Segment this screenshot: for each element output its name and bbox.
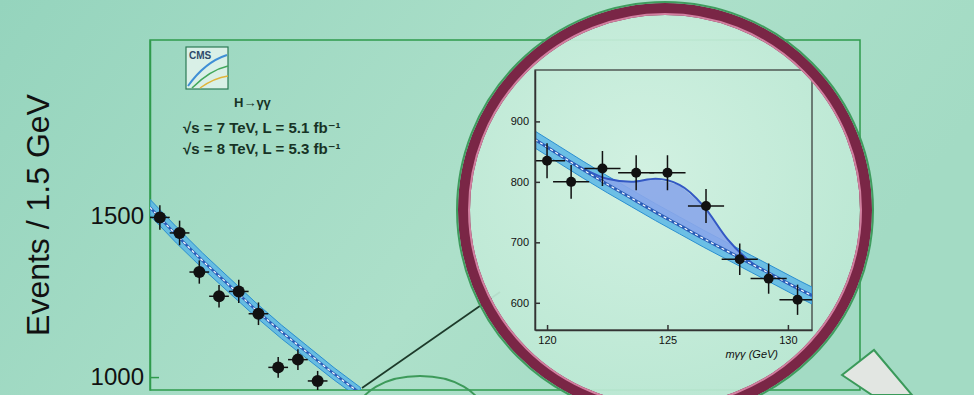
zoom-circle [358, 376, 482, 395]
tick-label: 700 [511, 236, 529, 248]
tick: 120 [538, 325, 556, 346]
inset-plot-area [535, 131, 812, 315]
lens-rim-inner [469, 14, 861, 395]
signal-area [535, 140, 812, 296]
tick: 600 [511, 297, 540, 309]
tick: 1500 [91, 202, 159, 229]
data-point [566, 177, 576, 187]
tick: 125 [659, 325, 677, 346]
annotation: √s = 8 TeV, L = 5.3 fb⁻¹ [183, 140, 341, 157]
data-point [793, 295, 803, 305]
tick-mark [535, 121, 540, 123]
inset-y-axis: 600 700 800 900 [511, 71, 540, 331]
tick: 130 [779, 325, 797, 346]
tick: 1000 [91, 363, 159, 390]
inset-frame [535, 70, 812, 330]
tick-mark [788, 325, 790, 330]
axis-line [536, 330, 813, 332]
data-point [233, 285, 245, 297]
data-point [292, 354, 304, 366]
data-point [272, 361, 284, 373]
chart-container: 1000 1500 Events / 1.5 GeV CMS H→γγ √s = 7 Te… [0, 0, 974, 395]
data-point [662, 168, 672, 178]
inset-x-axis: 120 125 130 [536, 325, 813, 346]
fit-band [150, 199, 360, 390]
lens-content [529, 70, 816, 330]
zoom-connector [362, 292, 500, 388]
tick-label: 1500 [91, 202, 144, 229]
tick-mark [535, 182, 540, 184]
chart-title: H→γγ [234, 95, 272, 110]
axis-line [535, 71, 537, 331]
data-point [193, 266, 205, 278]
logo-text: CMS [189, 50, 212, 61]
tick-label: 900 [511, 115, 529, 127]
lens-rim [464, 9, 866, 395]
x-axis-title: mγγ (GeV) [725, 348, 778, 360]
tick-mark [535, 303, 540, 305]
data-point [174, 227, 186, 239]
data-point [154, 211, 166, 223]
data-point [542, 156, 552, 166]
data-point [701, 201, 711, 211]
lens-handle [842, 350, 912, 395]
fit-line-dash [535, 140, 812, 296]
tick-mark [547, 325, 549, 330]
logo-arc [192, 66, 228, 88]
tick-label: 600 [511, 297, 529, 309]
fit-line-dash [150, 207, 360, 390]
data-point [252, 308, 264, 320]
chart-svg: 1000 1500 Events / 1.5 GeV CMS H→γγ √s = 7 Te… [0, 0, 974, 395]
tick: 900 [511, 115, 540, 127]
data-point [735, 254, 745, 264]
data-point [764, 274, 774, 284]
data-point [597, 164, 607, 174]
lens-glass [470, 15, 860, 395]
y-axis: 1000 1500 [91, 41, 159, 391]
tick-mark [150, 377, 159, 379]
fit-line [535, 140, 812, 296]
logo: CMS [186, 47, 228, 89]
tick-mark [667, 325, 669, 330]
lens-rim-outer [457, 2, 873, 395]
data-point [631, 168, 641, 178]
data-point [213, 290, 225, 302]
tick-mark [535, 242, 540, 244]
annotation: √s = 7 TeV, L = 5.1 fb⁻¹ [183, 119, 341, 136]
tick-label: 120 [538, 334, 556, 346]
tick: 800 [511, 176, 540, 188]
fit-line [150, 207, 360, 390]
tick-label: 800 [511, 176, 529, 188]
fit-band [535, 131, 812, 304]
tick: 700 [511, 236, 540, 248]
logo-arc [200, 76, 228, 88]
signal-line [535, 140, 812, 296]
data-point [312, 375, 324, 387]
tick-label: 125 [659, 334, 677, 346]
logo-box [186, 47, 228, 89]
y-axis-title: Events / 1.5 GeV [20, 93, 56, 336]
tick-label: 130 [779, 334, 797, 346]
plot-area [150, 199, 360, 390]
tick-label: 1000 [91, 363, 144, 390]
